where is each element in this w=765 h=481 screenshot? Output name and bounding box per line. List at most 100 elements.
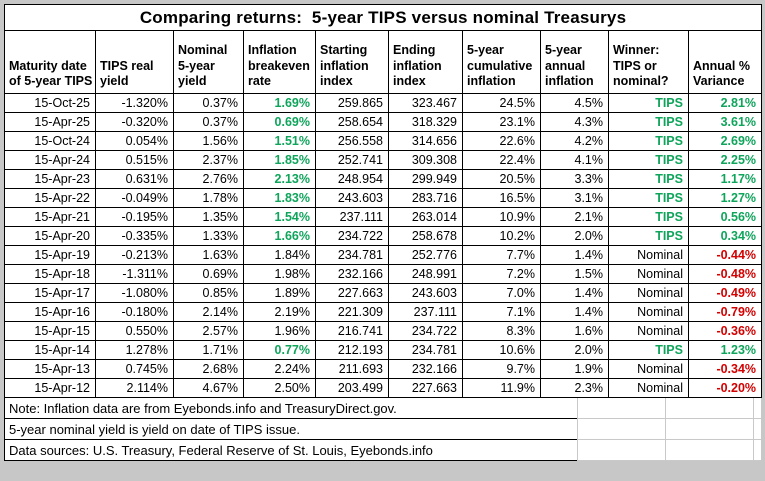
cell-real-yield: 0.515% — [95, 150, 174, 170]
cell-start-index: 212.193 — [315, 340, 389, 360]
cell-start-index: 232.166 — [315, 264, 389, 284]
cell-real-yield: 0.745% — [95, 359, 174, 379]
cell-end-index: 323.467 — [388, 93, 463, 113]
cell-annual: 4.3% — [540, 112, 609, 132]
cell-nominal-yield: 2.57% — [173, 321, 244, 341]
cell-breakeven: 1.66% — [243, 226, 316, 246]
cell-winner: Nominal — [608, 245, 689, 265]
cell-maturity: 15-Apr-18 — [4, 264, 96, 284]
cell-variance: -0.49% — [687, 283, 763, 303]
cell-annual: 1.9% — [540, 359, 609, 379]
cell-cumulative: 9.7% — [462, 359, 541, 379]
cell-maturity: 15-Apr-20 — [4, 226, 96, 246]
cell-winner: TIPS — [608, 169, 689, 189]
cell-breakeven: 1.83% — [243, 188, 316, 208]
column-header-ending: Ending inflation index — [388, 30, 463, 94]
column-header-winner: Winner: TIPS or nominal? — [608, 30, 689, 94]
cell-variance: -0.36% — [687, 321, 763, 341]
cell-breakeven: 1.51% — [243, 131, 316, 151]
cell-start-index: 221.309 — [315, 302, 389, 322]
cell-cumulative: 10.6% — [462, 340, 541, 360]
cell-maturity: 15-Apr-12 — [4, 378, 96, 398]
table-title: Comparing returns: 5-year TIPS versus no… — [3, 4, 763, 31]
footnote-row-2: 5-year nominal yield is yield on date of… — [5, 419, 761, 440]
cell-winner: Nominal — [608, 378, 689, 398]
cell-maturity: 15-Apr-13 — [4, 359, 96, 379]
cell-maturity: 15-Oct-24 — [4, 131, 96, 151]
cell-end-index: 318.329 — [388, 112, 463, 132]
cell-winner: Nominal — [608, 321, 689, 341]
table-body: 15-Oct-25 -1.320% 0.37% 1.69% 259.865 323.467… — [4, 93, 763, 398]
table-row: 15-Apr-14 1.278% 1.71% 0.77% 212.193 234.781 1… — [4, 340, 763, 360]
faint-gridline — [665, 398, 666, 461]
cell-nominal-yield: 1.33% — [173, 226, 244, 246]
cell-cumulative: 7.0% — [462, 283, 541, 303]
cell-annual: 1.4% — [540, 302, 609, 322]
cell-winner: Nominal — [608, 302, 689, 322]
cell-maturity: 15-Apr-16 — [4, 302, 96, 322]
cell-nominal-yield: 1.56% — [173, 131, 244, 151]
cell-nominal-yield: 2.37% — [173, 150, 244, 170]
cell-winner: Nominal — [608, 359, 689, 379]
cell-start-index: 234.722 — [315, 226, 389, 246]
column-header-inflation: Inflation breakeven rate — [243, 30, 316, 94]
cell-maturity: 15-Apr-23 — [4, 169, 96, 189]
cell-cumulative: 16.5% — [462, 188, 541, 208]
cell-maturity: 15-Apr-22 — [4, 188, 96, 208]
cell-cumulative: 7.1% — [462, 302, 541, 322]
cell-variance: 2.25% — [687, 150, 763, 170]
cell-nominal-yield: 0.37% — [173, 112, 244, 132]
cell-end-index: 227.663 — [388, 378, 463, 398]
cell-nominal-yield: 4.67% — [173, 378, 244, 398]
cell-start-index: 252.741 — [315, 150, 389, 170]
cell-annual: 2.0% — [540, 226, 609, 246]
footnote-text: Data sources: U.S. Treasury, Federal Res… — [9, 443, 433, 458]
cell-end-index: 314.656 — [388, 131, 463, 151]
comparison-table: Comparing returns: 5-year TIPS versus no… — [3, 4, 763, 398]
cell-breakeven: 1.84% — [243, 245, 316, 265]
cell-maturity: 15-Apr-17 — [4, 283, 96, 303]
cell-variance: 3.61% — [687, 112, 763, 132]
cell-cumulative: 8.3% — [462, 321, 541, 341]
cell-cumulative: 22.4% — [462, 150, 541, 170]
cell-start-index: 259.865 — [315, 93, 389, 113]
cell-start-index: 243.603 — [315, 188, 389, 208]
cell-breakeven: 1.54% — [243, 207, 316, 227]
cell-nominal-yield: 1.63% — [173, 245, 244, 265]
cell-breakeven: 0.69% — [243, 112, 316, 132]
cell-variance: 1.27% — [687, 188, 763, 208]
cell-nominal-yield: 0.69% — [173, 264, 244, 284]
cell-end-index: 232.166 — [388, 359, 463, 379]
cell-annual: 4.2% — [540, 131, 609, 151]
cell-nominal-yield: 2.14% — [173, 302, 244, 322]
cell-breakeven: 1.98% — [243, 264, 316, 284]
cell-real-yield: 0.550% — [95, 321, 174, 341]
cell-annual: 1.6% — [540, 321, 609, 341]
cell-breakeven: 0.77% — [243, 340, 316, 360]
note-border-gray — [577, 460, 761, 461]
cell-start-index: 203.499 — [315, 378, 389, 398]
cell-annual: 2.3% — [540, 378, 609, 398]
table-row: 15-Apr-20 -0.335% 1.33% 1.66% 234.722 258.678… — [4, 226, 763, 246]
cell-cumulative: 20.5% — [462, 169, 541, 189]
tips-comparison-sheet: Comparing returns: 5-year TIPS versus no… — [3, 4, 763, 461]
cell-annual: 4.5% — [540, 93, 609, 113]
cell-annual: 3.3% — [540, 169, 609, 189]
cell-winner: TIPS — [608, 226, 689, 246]
cell-winner: TIPS — [608, 112, 689, 132]
note-border-gray — [577, 418, 761, 419]
cell-end-index: 248.991 — [388, 264, 463, 284]
cell-breakeven: 1.85% — [243, 150, 316, 170]
note-border-black — [5, 439, 577, 440]
cell-variance: -0.79% — [687, 302, 763, 322]
cell-real-yield: 1.278% — [95, 340, 174, 360]
cell-real-yield: -0.049% — [95, 188, 174, 208]
cell-breakeven: 1.69% — [243, 93, 316, 113]
column-header-5-year: 5-year cumulative inflation — [462, 30, 541, 94]
table-row: 15-Apr-23 0.631% 2.76% 2.13% 248.954 299.949 2… — [4, 169, 763, 189]
column-header-starting: Starting inflation index — [315, 30, 389, 94]
cell-end-index: 309.308 — [388, 150, 463, 170]
cell-start-index: 248.954 — [315, 169, 389, 189]
table-row: 15-Apr-15 0.550% 2.57% 1.96% 216.741 234.722 8… — [4, 321, 763, 341]
cell-nominal-yield: 2.76% — [173, 169, 244, 189]
